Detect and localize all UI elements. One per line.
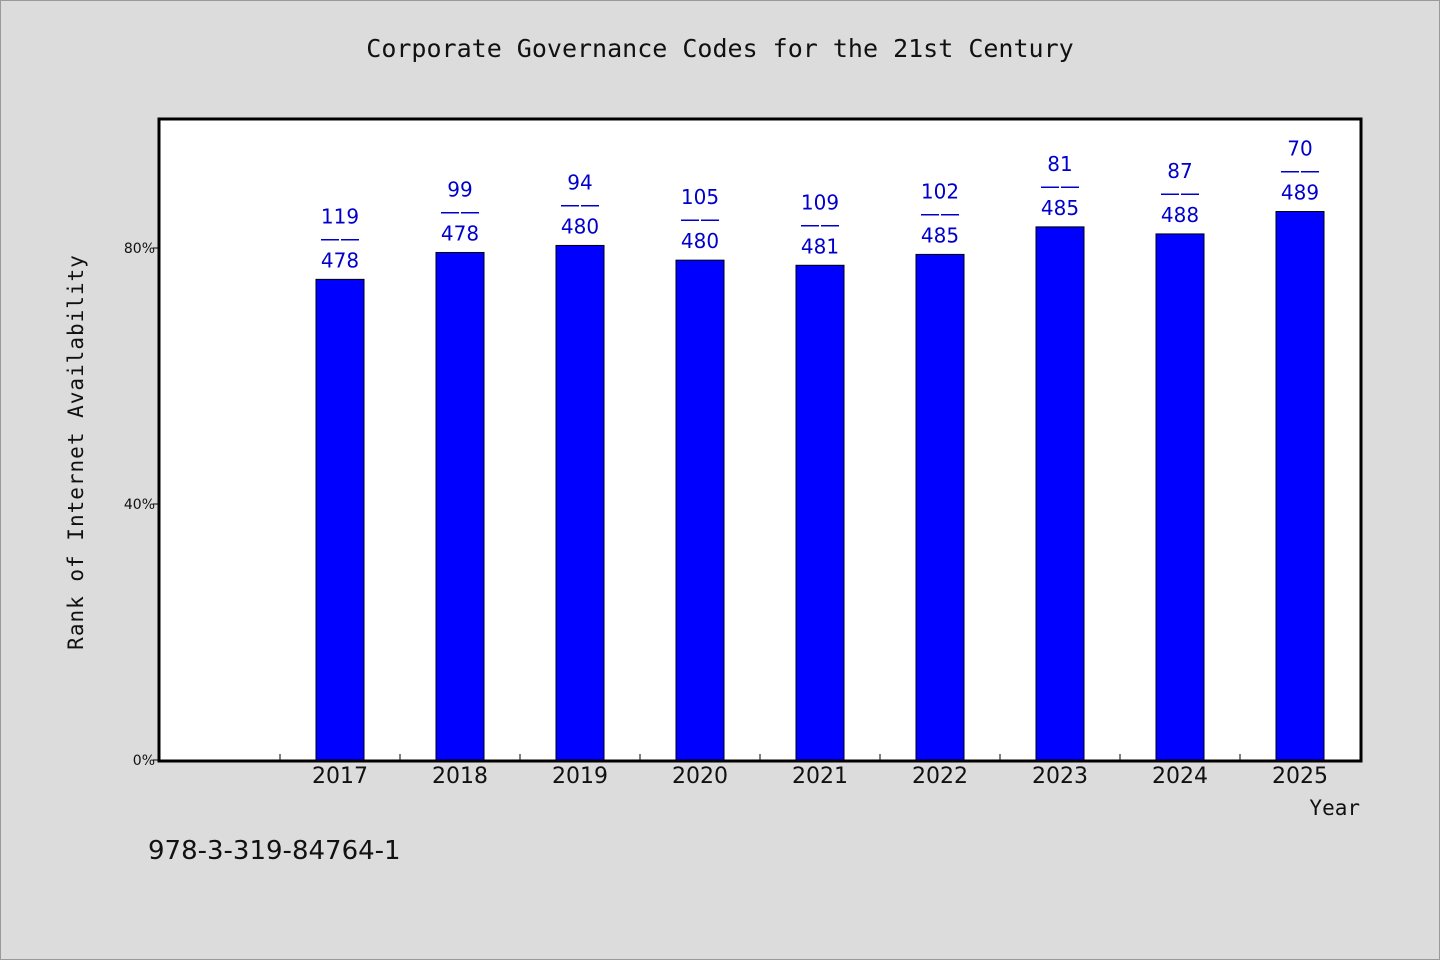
x-tick-label: 2022 — [912, 764, 968, 789]
total-label: 481 — [801, 234, 839, 258]
total-label: 478 — [321, 248, 359, 272]
rank-label: 81 — [1047, 152, 1072, 176]
separator-label: —— — [1280, 159, 1320, 183]
x-tick-label: 2020 — [672, 764, 728, 789]
total-label: 478 — [441, 221, 479, 245]
separator-label: —— — [1160, 181, 1200, 205]
x-axis-label: Year — [1309, 796, 1360, 820]
bar-series — [315, 211, 1325, 761]
total-label: 489 — [1281, 181, 1319, 205]
total-label: 480 — [681, 229, 719, 253]
x-tick-label: 2017 — [312, 764, 368, 789]
x-tick-label: 2018 — [432, 764, 488, 789]
bar-2018 — [435, 251, 485, 761]
x-tick-label: 2023 — [1032, 764, 1088, 789]
bar-2021 — [795, 264, 845, 761]
separator-label: —— — [920, 201, 960, 225]
x-axis: 2017 2018 2019 2020 2021 2022 2023 2024 2025 — [279, 754, 1361, 789]
bar-2017 — [315, 278, 365, 761]
y-tick-label: 80% — [124, 241, 155, 257]
rank-label: 99 — [447, 177, 472, 201]
x-tick-label: 2021 — [792, 764, 848, 789]
separator-label: —— — [320, 226, 360, 250]
rank-label: 70 — [1287, 137, 1312, 161]
y-axis: 0% 40% 80% — [124, 241, 160, 769]
bar-2022 — [915, 253, 965, 761]
rank-label: 105 — [681, 185, 719, 209]
x-tick-label: 2024 — [1152, 764, 1208, 789]
total-label: 480 — [561, 214, 599, 238]
chart-title: Corporate Governance Codes for the 21st … — [366, 34, 1074, 63]
bar-2023 — [1035, 226, 1085, 761]
rank-label: 119 — [321, 204, 359, 228]
separator-label: —— — [440, 199, 480, 223]
total-label: 485 — [1041, 196, 1079, 220]
separator-label: —— — [680, 207, 720, 231]
total-label: 488 — [1161, 203, 1199, 227]
data-labels: 119——47899——47894——480105——480109——48110… — [320, 137, 1320, 273]
y-tick-label: 40% — [124, 497, 155, 513]
rank-label: 109 — [801, 190, 839, 214]
y-tick-label: 0% — [133, 753, 155, 769]
isbn-code: 978-3-319-84764-1 — [148, 836, 401, 866]
separator-label: —— — [800, 212, 840, 236]
rank-label: 102 — [921, 179, 959, 203]
separator-label: —— — [560, 192, 600, 216]
bar-2019 — [555, 244, 605, 761]
rank-label: 94 — [567, 170, 592, 194]
total-label: 485 — [921, 223, 959, 247]
separator-label: —— — [1040, 174, 1080, 198]
bar-2025 — [1275, 211, 1325, 761]
x-tick-label: 2025 — [1272, 764, 1328, 789]
x-tick-label: 2019 — [552, 764, 608, 789]
bar-2020 — [675, 259, 725, 761]
bar-2024 — [1155, 233, 1205, 761]
rank-label: 87 — [1167, 159, 1192, 183]
